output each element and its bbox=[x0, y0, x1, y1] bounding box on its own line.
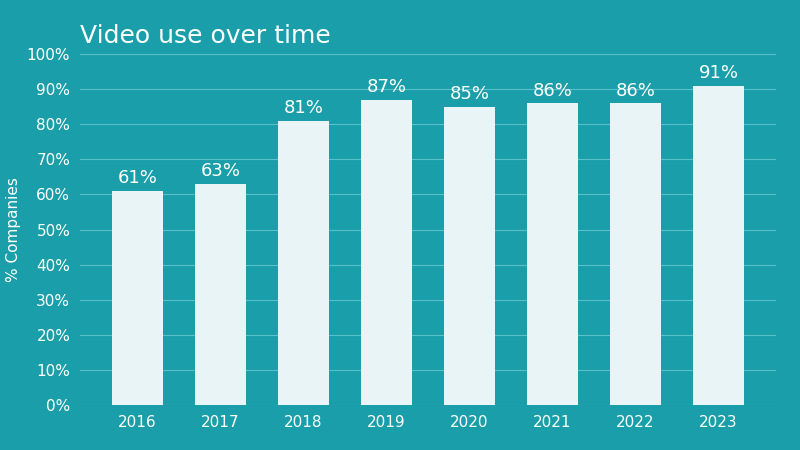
Bar bbox=[693, 86, 744, 405]
Bar bbox=[112, 191, 163, 405]
Text: 61%: 61% bbox=[118, 169, 158, 187]
Text: 86%: 86% bbox=[616, 81, 655, 99]
Bar bbox=[527, 103, 578, 405]
Bar bbox=[444, 107, 495, 405]
Text: 91%: 91% bbox=[698, 64, 738, 82]
Text: 85%: 85% bbox=[450, 85, 490, 103]
Text: Video use over time: Video use over time bbox=[80, 24, 330, 48]
Text: 87%: 87% bbox=[366, 78, 406, 96]
Bar bbox=[361, 99, 412, 405]
Y-axis label: % Companies: % Companies bbox=[6, 177, 22, 282]
Text: 63%: 63% bbox=[201, 162, 241, 180]
Bar bbox=[278, 121, 329, 405]
Text: 86%: 86% bbox=[533, 81, 573, 99]
Text: 81%: 81% bbox=[283, 99, 323, 117]
Bar bbox=[194, 184, 246, 405]
Bar bbox=[610, 103, 662, 405]
